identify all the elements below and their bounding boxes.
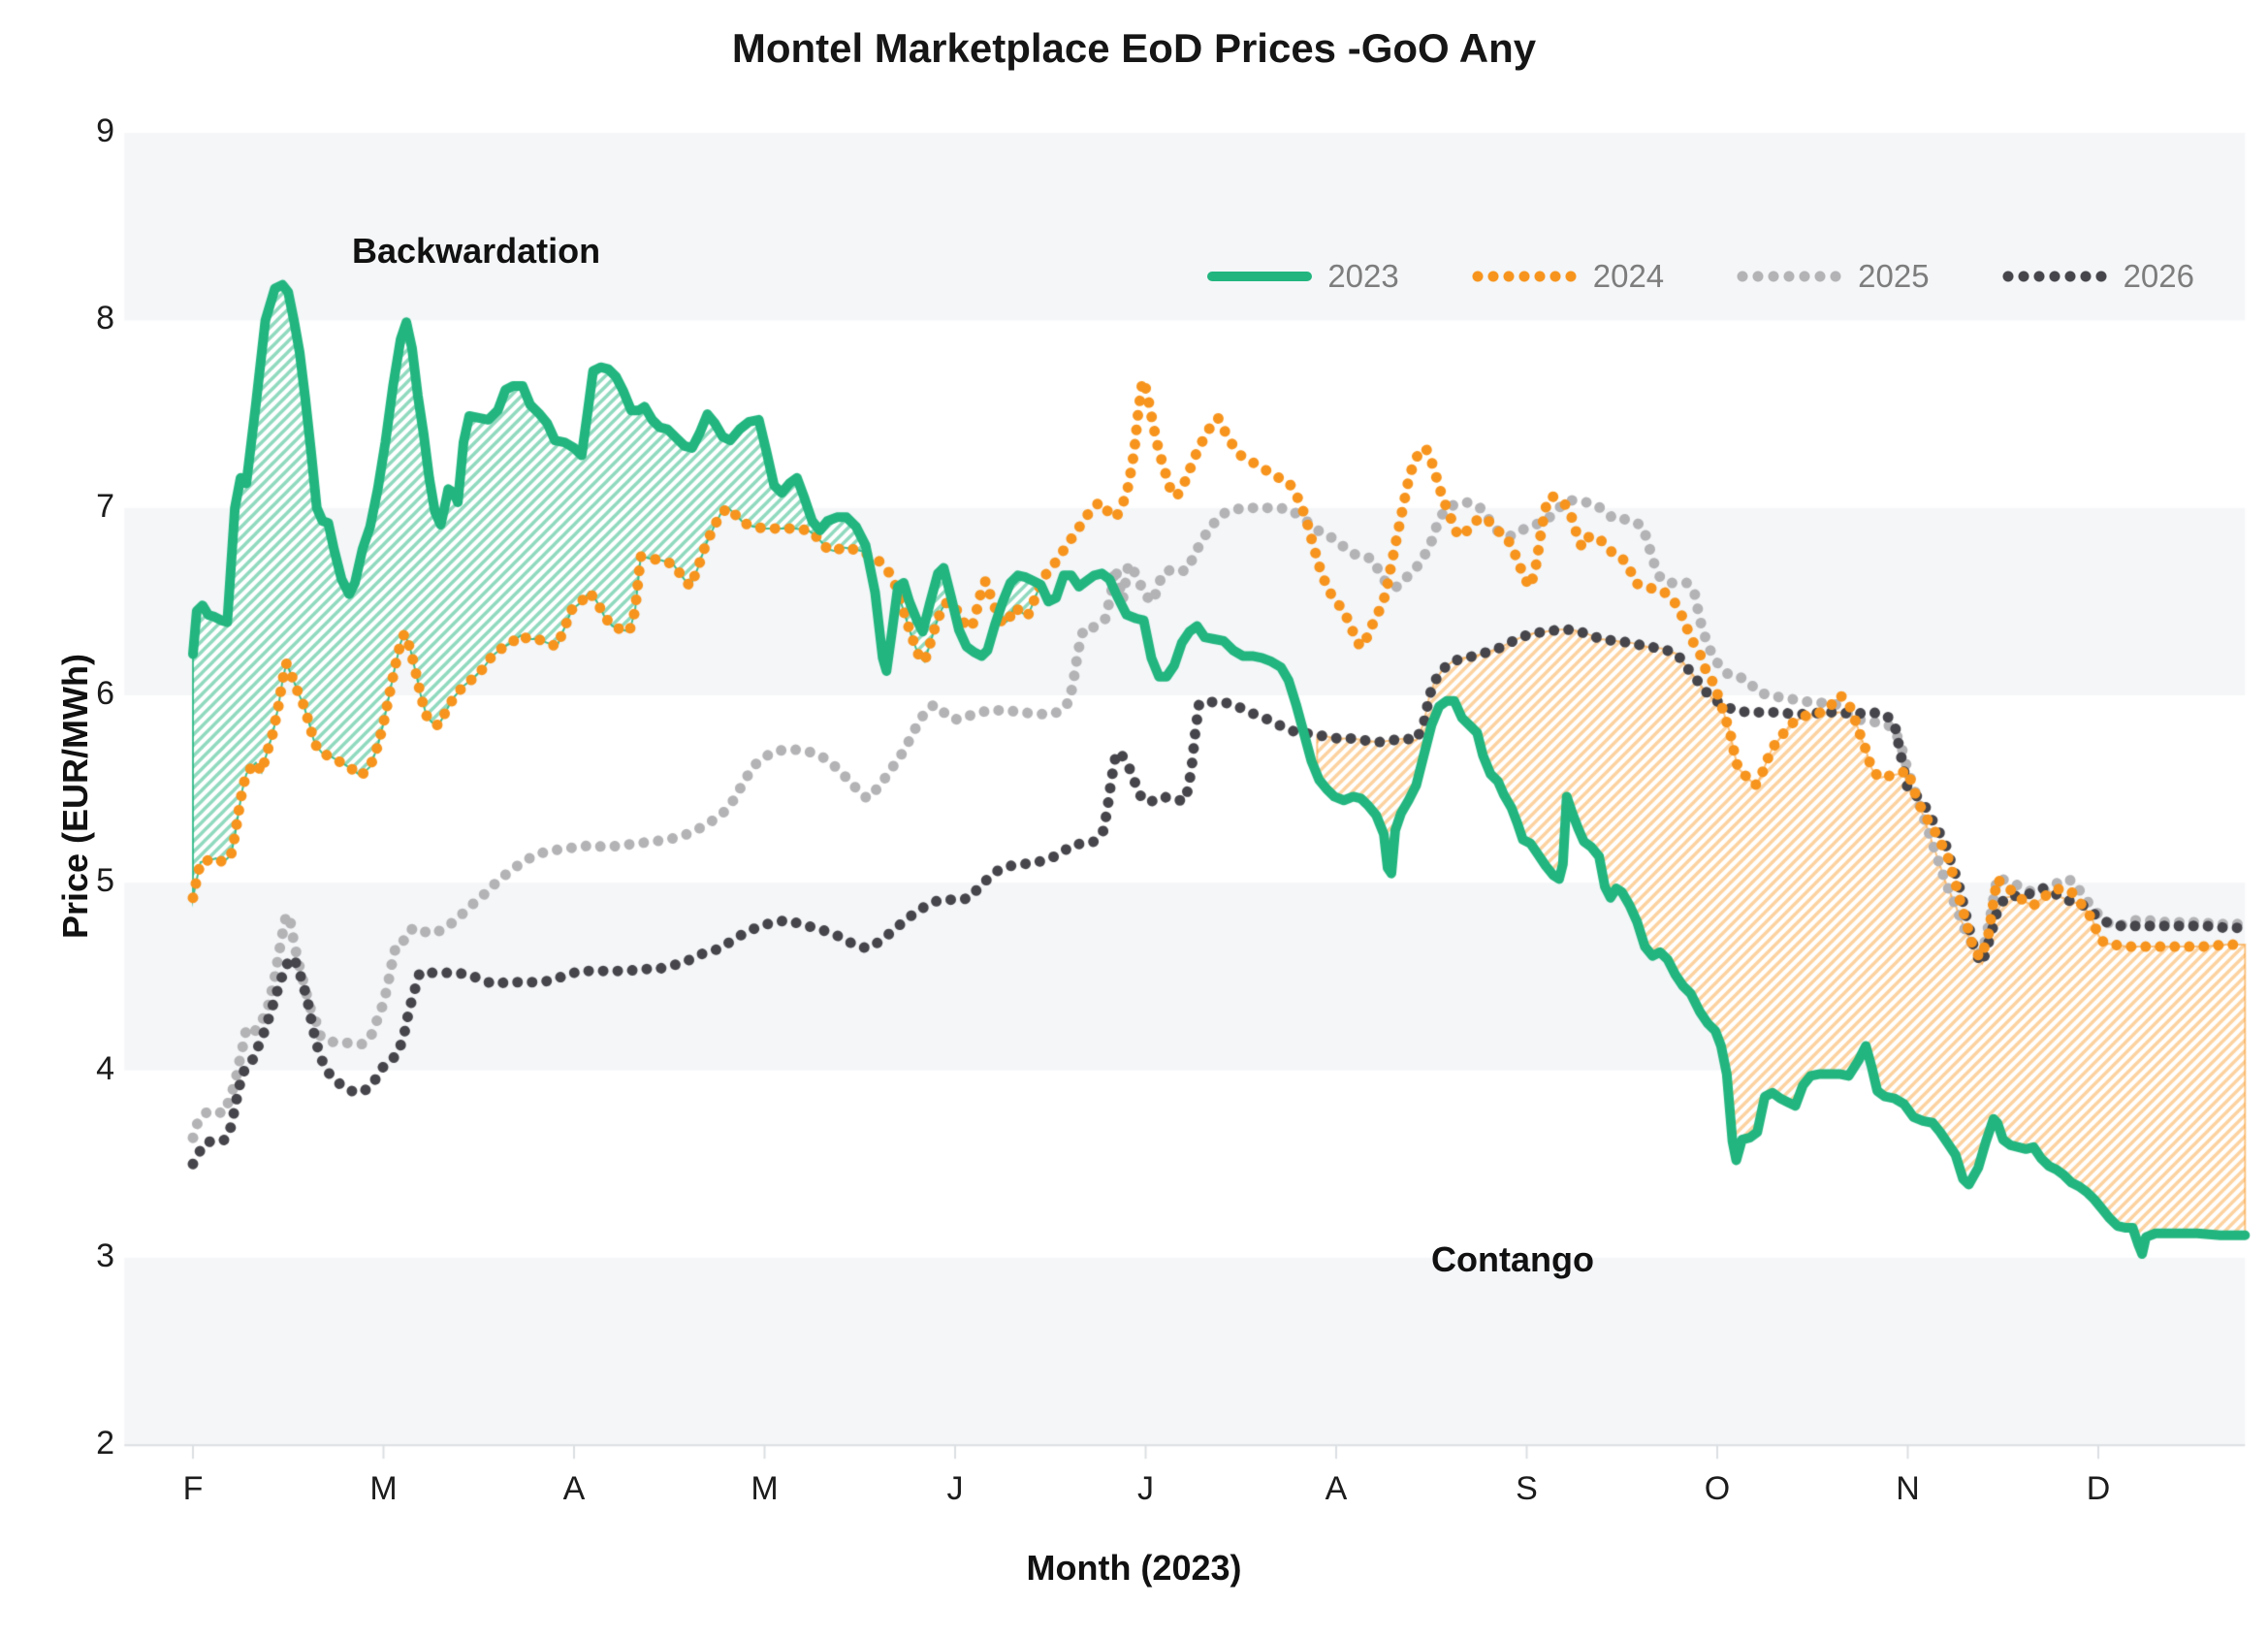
x-tick-label: M bbox=[751, 1470, 779, 1507]
legend-dotted-swatch bbox=[1470, 271, 1578, 282]
chart-title: Montel Marketplace EoD Prices -GoO Any bbox=[731, 25, 1537, 71]
x-tick-label: J bbox=[946, 1470, 964, 1507]
legend: 2023 2024 2025 2026 bbox=[1207, 258, 2194, 295]
y-tick-label: 5 bbox=[96, 862, 114, 900]
x-tick-label: O bbox=[1704, 1470, 1731, 1507]
backwardation-annotation: Backwardation bbox=[352, 231, 601, 271]
contango-annotation: Contango bbox=[1431, 1239, 1594, 1279]
legend-dotted-swatch bbox=[2000, 271, 2108, 282]
y-tick-label: 7 bbox=[96, 487, 114, 525]
x-tick-label: A bbox=[562, 1470, 586, 1507]
x-axis-title: Month (2023) bbox=[1026, 1548, 1242, 1588]
x-tick-label: N bbox=[1896, 1470, 1920, 1507]
x-tick-label: A bbox=[1325, 1470, 1348, 1507]
legend-line-swatch bbox=[1207, 272, 1313, 281]
y-tick-label: 9 bbox=[96, 112, 114, 150]
y-tick-label: 3 bbox=[96, 1237, 114, 1274]
legend-label: 2023 bbox=[1327, 258, 1399, 294]
x-tick-label: J bbox=[1137, 1470, 1154, 1507]
legend-item-2024: 2024 bbox=[1470, 258, 1665, 295]
legend-label: 2025 bbox=[1858, 258, 1930, 294]
y-axis-title: Price (EUR/MWh) bbox=[55, 654, 95, 940]
x-tick-label: F bbox=[182, 1470, 204, 1507]
y-tick-label: 8 bbox=[96, 300, 114, 337]
legend-label: 2024 bbox=[1592, 258, 1665, 294]
y-tick-label: 4 bbox=[96, 1049, 114, 1087]
legend-dotted-swatch bbox=[1736, 271, 1843, 282]
x-tick-label: D bbox=[2086, 1470, 2111, 1507]
legend-item-2026: 2026 bbox=[2000, 258, 2194, 295]
legend-item-2023: 2023 bbox=[1207, 258, 1399, 295]
y-tick-label: 6 bbox=[96, 675, 114, 712]
legend-label: 2026 bbox=[2123, 258, 2194, 294]
y-tick-label: 2 bbox=[96, 1425, 114, 1462]
x-tick-label: M bbox=[369, 1470, 398, 1507]
legend-item-2025: 2025 bbox=[1736, 258, 1930, 295]
x-tick-label: S bbox=[1516, 1470, 1538, 1507]
